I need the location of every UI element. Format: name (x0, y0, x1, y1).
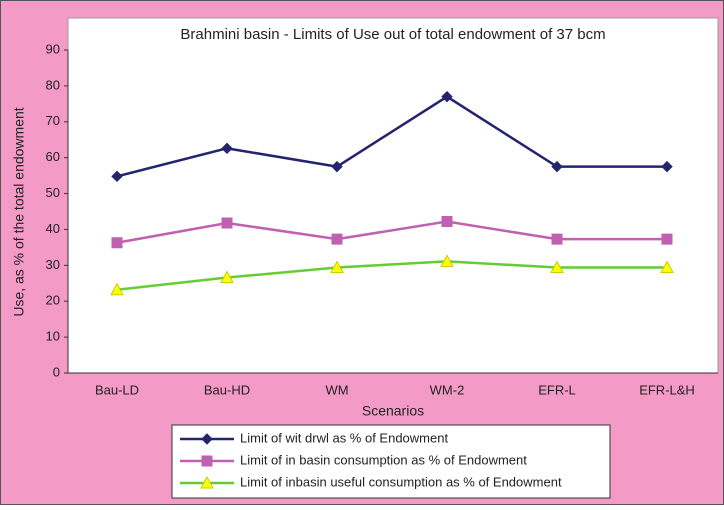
x-tick-label: WM-2 (430, 382, 465, 397)
data-point (110, 282, 124, 296)
series-line (116, 260, 667, 291)
data-point (551, 160, 563, 173)
data-point (111, 237, 123, 249)
y-tick-label: 50 (46, 185, 60, 200)
y-tick-label: 90 (46, 41, 60, 56)
data-point (660, 260, 674, 273)
data-point (440, 254, 454, 267)
y-tick-label: 40 (46, 221, 60, 236)
y-tick-label: 60 (46, 149, 60, 164)
x-tick-label: Bau-LD (95, 382, 139, 397)
x-tick-label: WM (325, 382, 348, 397)
x-tick-label: Bau-HD (204, 382, 250, 397)
data-point (331, 233, 343, 245)
x-axis-label: Scenarios (362, 403, 424, 419)
y-tick-label: 20 (46, 293, 60, 308)
plot-area (67, 17, 719, 374)
data-point (441, 216, 453, 228)
y-tick-label: 10 (46, 329, 60, 344)
data-point (111, 170, 123, 183)
y-tick-label: 30 (46, 257, 60, 272)
data-point (661, 160, 673, 173)
legend (171, 424, 611, 499)
data-point (331, 160, 343, 173)
chart-title: Brahmini basin - Limits of Use out of to… (180, 26, 605, 43)
x-tick-label: EFR-L (538, 382, 576, 397)
data-point (221, 142, 233, 155)
data-point (661, 233, 673, 245)
y-axis-label: Use, as % of the total endowment (11, 107, 27, 316)
legend-label: Limit of wit drwl as % of Endowment (240, 430, 448, 445)
data-point (551, 233, 563, 245)
data-point (441, 90, 453, 103)
data-point (550, 260, 564, 273)
series-line (116, 95, 667, 178)
data-point (330, 260, 344, 273)
legend-marker (201, 433, 213, 445)
legend-label: Limit of inbasin useful consumption as %… (240, 474, 562, 489)
legend-label: Limit of in basin consumption as % of En… (240, 452, 527, 467)
data-point (220, 270, 234, 284)
y-tick-label: 0 (53, 364, 60, 379)
y-tick-label: 80 (46, 77, 60, 92)
x-tick-label: EFR-L&H (639, 382, 695, 397)
series-line (116, 220, 667, 244)
legend-marker (200, 475, 214, 489)
y-tick-label: 70 (46, 113, 60, 128)
legend-marker (201, 455, 213, 467)
data-point (221, 217, 233, 229)
